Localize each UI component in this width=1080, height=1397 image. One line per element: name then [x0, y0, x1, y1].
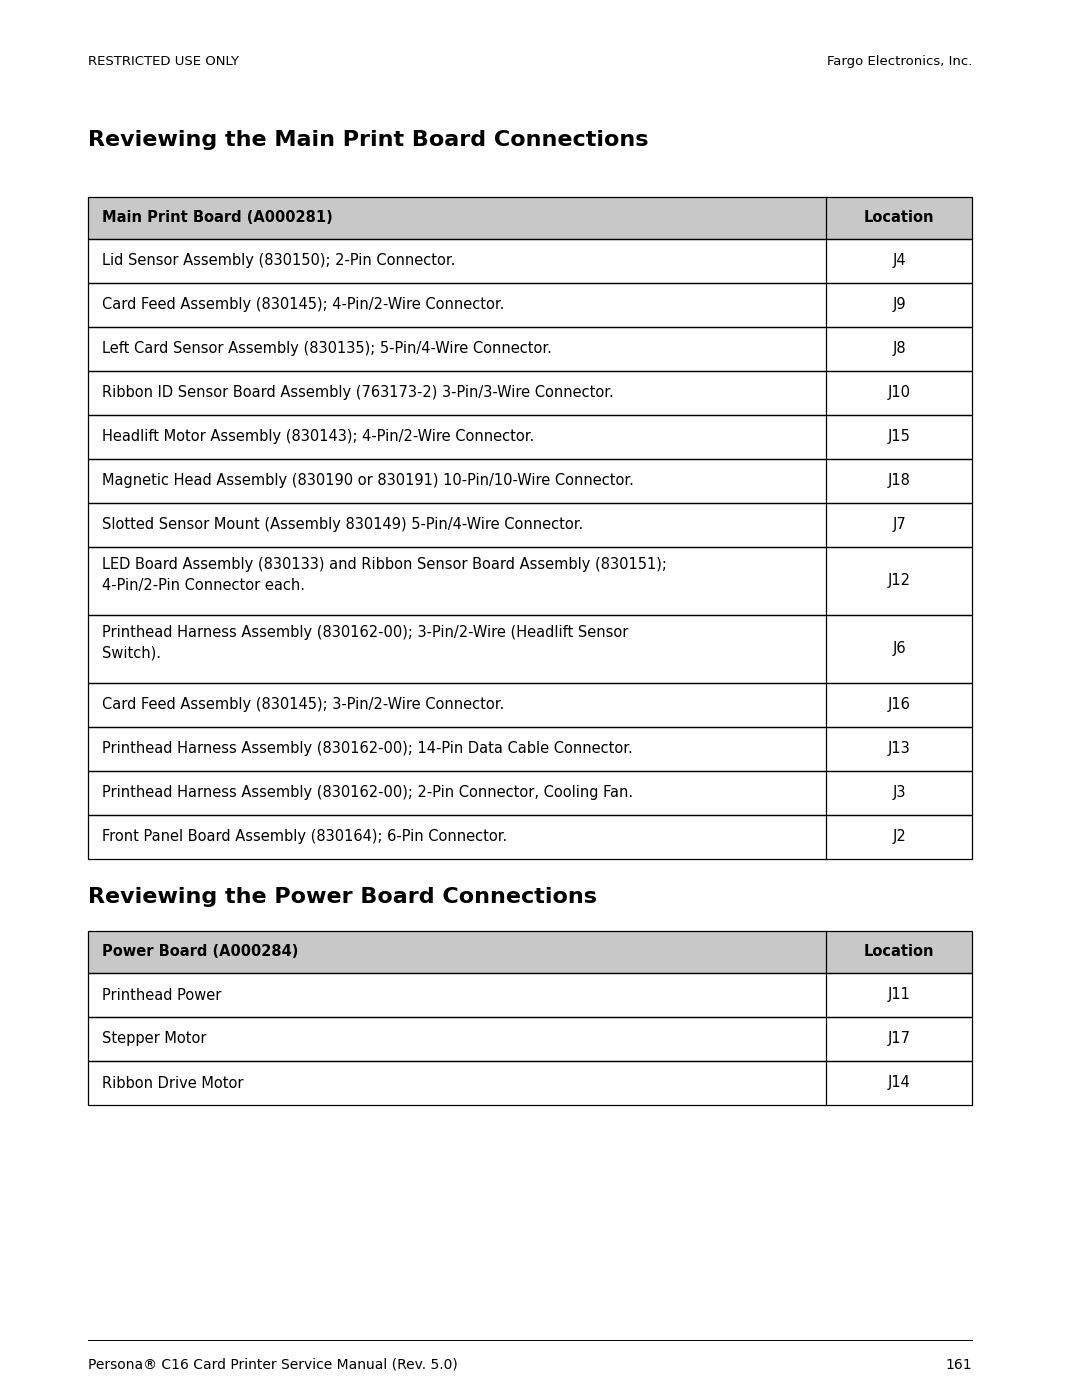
Bar: [87, 1017, 972, 1060]
Bar: [87, 197, 972, 239]
Text: Printhead Harness Assembly (830162-00); 3-Pin/2-Wire (Headlift Sensor
Switch).: Printhead Harness Assembly (830162-00); …: [102, 624, 629, 661]
Bar: [87, 197, 972, 239]
Text: Power Board (A000284): Power Board (A000284): [102, 944, 298, 960]
Text: Fargo Electronics, Inc.: Fargo Electronics, Inc.: [826, 54, 972, 68]
Bar: [87, 615, 972, 683]
Bar: [87, 683, 972, 726]
Bar: [87, 239, 972, 284]
Text: J17: J17: [888, 1031, 910, 1046]
Bar: [87, 1060, 972, 1105]
Text: Lid Sensor Assembly (830150); 2-Pin Connector.: Lid Sensor Assembly (830150); 2-Pin Conn…: [102, 253, 456, 268]
Bar: [87, 284, 972, 327]
Bar: [87, 1060, 972, 1105]
Bar: [87, 930, 972, 972]
Text: Ribbon Drive Motor: Ribbon Drive Motor: [102, 1076, 243, 1091]
Text: J9: J9: [892, 298, 906, 313]
Bar: [87, 548, 972, 615]
Text: J12: J12: [888, 574, 910, 588]
Text: Location: Location: [864, 211, 934, 225]
Text: J10: J10: [888, 386, 910, 401]
Bar: [87, 327, 972, 372]
Text: Ribbon ID Sensor Board Assembly (763173-2) 3-Pin/3-Wire Connector.: Ribbon ID Sensor Board Assembly (763173-…: [102, 386, 613, 401]
Text: Printhead Harness Assembly (830162-00); 14-Pin Data Cable Connector.: Printhead Harness Assembly (830162-00); …: [102, 742, 633, 757]
Bar: [87, 1017, 972, 1060]
Bar: [87, 372, 972, 415]
Bar: [87, 814, 972, 859]
Bar: [87, 460, 972, 503]
Text: Slotted Sensor Mount (Assembly 830149) 5-Pin/4-Wire Connector.: Slotted Sensor Mount (Assembly 830149) 5…: [102, 517, 583, 532]
Text: J14: J14: [888, 1076, 910, 1091]
Text: Stepper Motor: Stepper Motor: [102, 1031, 206, 1046]
Bar: [87, 239, 972, 284]
Bar: [87, 972, 972, 1017]
Text: J11: J11: [888, 988, 910, 1003]
Text: 161: 161: [945, 1358, 972, 1372]
Text: J8: J8: [892, 341, 906, 356]
Bar: [87, 930, 972, 972]
Bar: [87, 327, 972, 372]
Bar: [87, 284, 972, 327]
Text: Reviewing the Main Print Board Connections: Reviewing the Main Print Board Connectio…: [87, 130, 648, 149]
Text: Card Feed Assembly (830145); 3-Pin/2-Wire Connector.: Card Feed Assembly (830145); 3-Pin/2-Wir…: [102, 697, 504, 712]
Text: J16: J16: [888, 697, 910, 712]
Text: J6: J6: [892, 641, 906, 657]
Bar: [87, 726, 972, 771]
Bar: [87, 460, 972, 503]
Text: Reviewing the Power Board Connections: Reviewing the Power Board Connections: [87, 887, 597, 907]
Bar: [87, 415, 972, 460]
Text: Magnetic Head Assembly (830190 or 830191) 10-Pin/10-Wire Connector.: Magnetic Head Assembly (830190 or 830191…: [102, 474, 634, 489]
Bar: [87, 972, 972, 1017]
Text: J4: J4: [892, 253, 906, 268]
Text: J7: J7: [892, 517, 906, 532]
Text: Printhead Power: Printhead Power: [102, 988, 221, 1003]
Text: J3: J3: [892, 785, 906, 800]
Bar: [87, 415, 972, 460]
Bar: [87, 503, 972, 548]
Text: Headlift Motor Assembly (830143); 4-Pin/2-Wire Connector.: Headlift Motor Assembly (830143); 4-Pin/…: [102, 429, 535, 444]
Bar: [87, 683, 972, 726]
Text: Left Card Sensor Assembly (830135); 5-Pin/4-Wire Connector.: Left Card Sensor Assembly (830135); 5-Pi…: [102, 341, 552, 356]
Bar: [87, 814, 972, 859]
Text: Persona® C16 Card Printer Service Manual (Rev. 5.0): Persona® C16 Card Printer Service Manual…: [87, 1358, 458, 1372]
Bar: [87, 372, 972, 415]
Text: Printhead Harness Assembly (830162-00); 2-Pin Connector, Cooling Fan.: Printhead Harness Assembly (830162-00); …: [102, 785, 633, 800]
Text: Main Print Board (A000281): Main Print Board (A000281): [102, 211, 333, 225]
Text: Front Panel Board Assembly (830164); 6-Pin Connector.: Front Panel Board Assembly (830164); 6-P…: [102, 830, 508, 845]
Bar: [87, 726, 972, 771]
Text: LED Board Assembly (830133) and Ribbon Sensor Board Assembly (830151);
4-Pin/2-P: LED Board Assembly (830133) and Ribbon S…: [102, 557, 666, 592]
Bar: [87, 503, 972, 548]
Bar: [87, 615, 972, 683]
Text: J18: J18: [888, 474, 910, 489]
Text: J2: J2: [892, 830, 906, 845]
Text: Card Feed Assembly (830145); 4-Pin/2-Wire Connector.: Card Feed Assembly (830145); 4-Pin/2-Wir…: [102, 298, 504, 313]
Bar: [87, 771, 972, 814]
Text: Location: Location: [864, 944, 934, 960]
Text: J15: J15: [888, 429, 910, 444]
Bar: [87, 548, 972, 615]
Bar: [87, 771, 972, 814]
Text: RESTRICTED USE ONLY: RESTRICTED USE ONLY: [87, 54, 239, 68]
Text: J13: J13: [888, 742, 910, 757]
